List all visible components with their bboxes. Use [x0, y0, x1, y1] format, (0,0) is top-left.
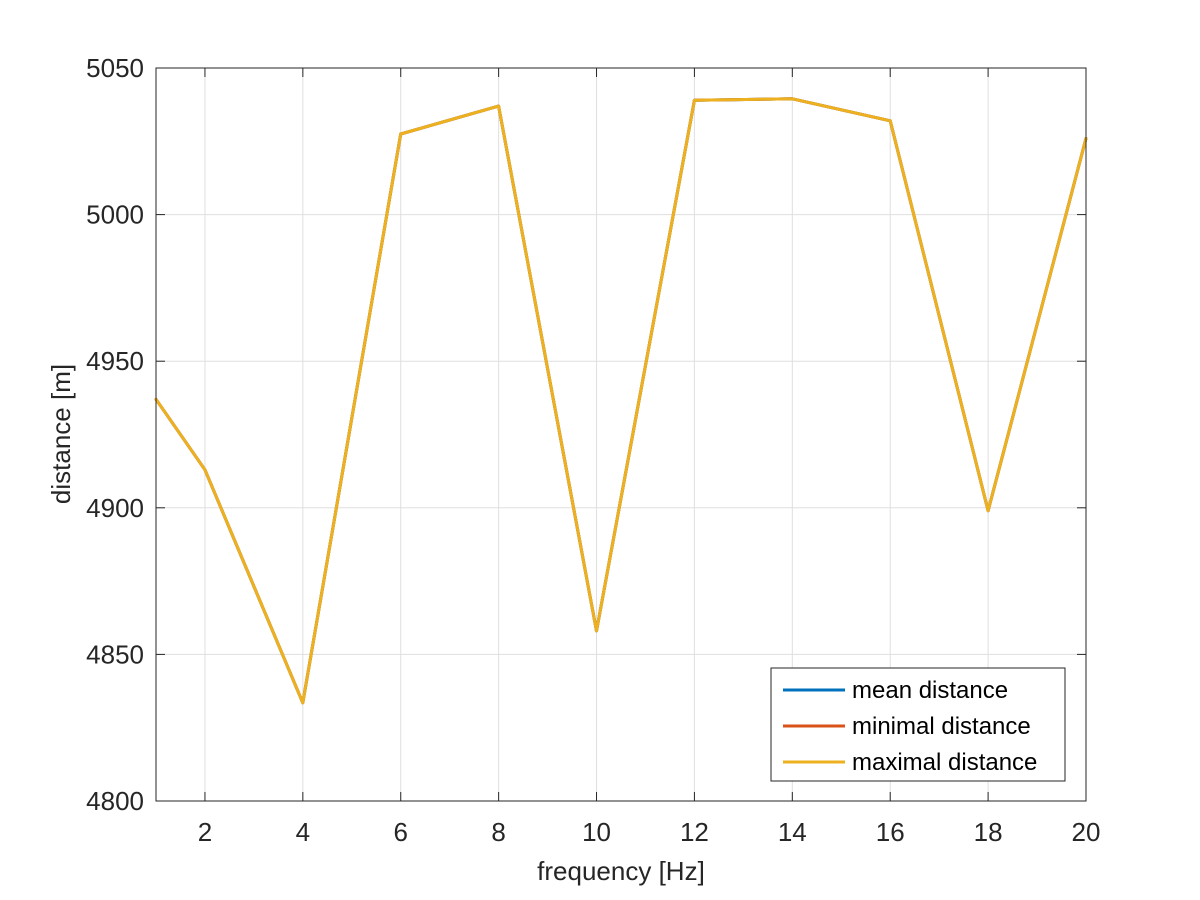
y-axis-label: distance [m] — [46, 364, 76, 504]
series-line-2 — [154, 97, 1088, 705]
y-tick-label: 4850 — [86, 639, 144, 669]
y-tick-label: 5050 — [86, 53, 144, 83]
y-axis-ticks: 4800 4850 4900 4950 5000 5050 — [86, 53, 1086, 816]
x-tick-label: 14 — [778, 817, 807, 847]
x-tick-label: 6 — [394, 817, 408, 847]
y-tick-label: 4800 — [86, 786, 144, 816]
legend-label-max: maximal distance — [852, 749, 1037, 776]
x-tick-label: 2 — [198, 817, 212, 847]
x-tick-label: 12 — [680, 817, 709, 847]
y-tick-label: 5000 — [86, 200, 144, 230]
x-tick-label: 18 — [974, 817, 1003, 847]
legend: mean distance minimal distance maximal d… — [770, 667, 1066, 782]
legend-label-min: minimal distance — [852, 713, 1031, 740]
x-tick-label: 20 — [1072, 817, 1101, 847]
series-lines — [154, 97, 1088, 705]
x-tick-label: 8 — [491, 817, 505, 847]
y-tick-label: 4950 — [86, 346, 144, 376]
x-tick-label: 4 — [296, 817, 310, 847]
x-axis-label: frequency [Hz] — [537, 856, 705, 886]
y-tick-label: 4900 — [86, 493, 144, 523]
x-tick-label: 16 — [876, 817, 905, 847]
axes-box — [155, 67, 1087, 802]
legend-label-mean: mean distance — [852, 677, 1008, 704]
x-tick-label: 10 — [582, 817, 611, 847]
x-axis-ticks: 2 4 6 8 10 12 14 16 18 20 — [198, 68, 1101, 847]
